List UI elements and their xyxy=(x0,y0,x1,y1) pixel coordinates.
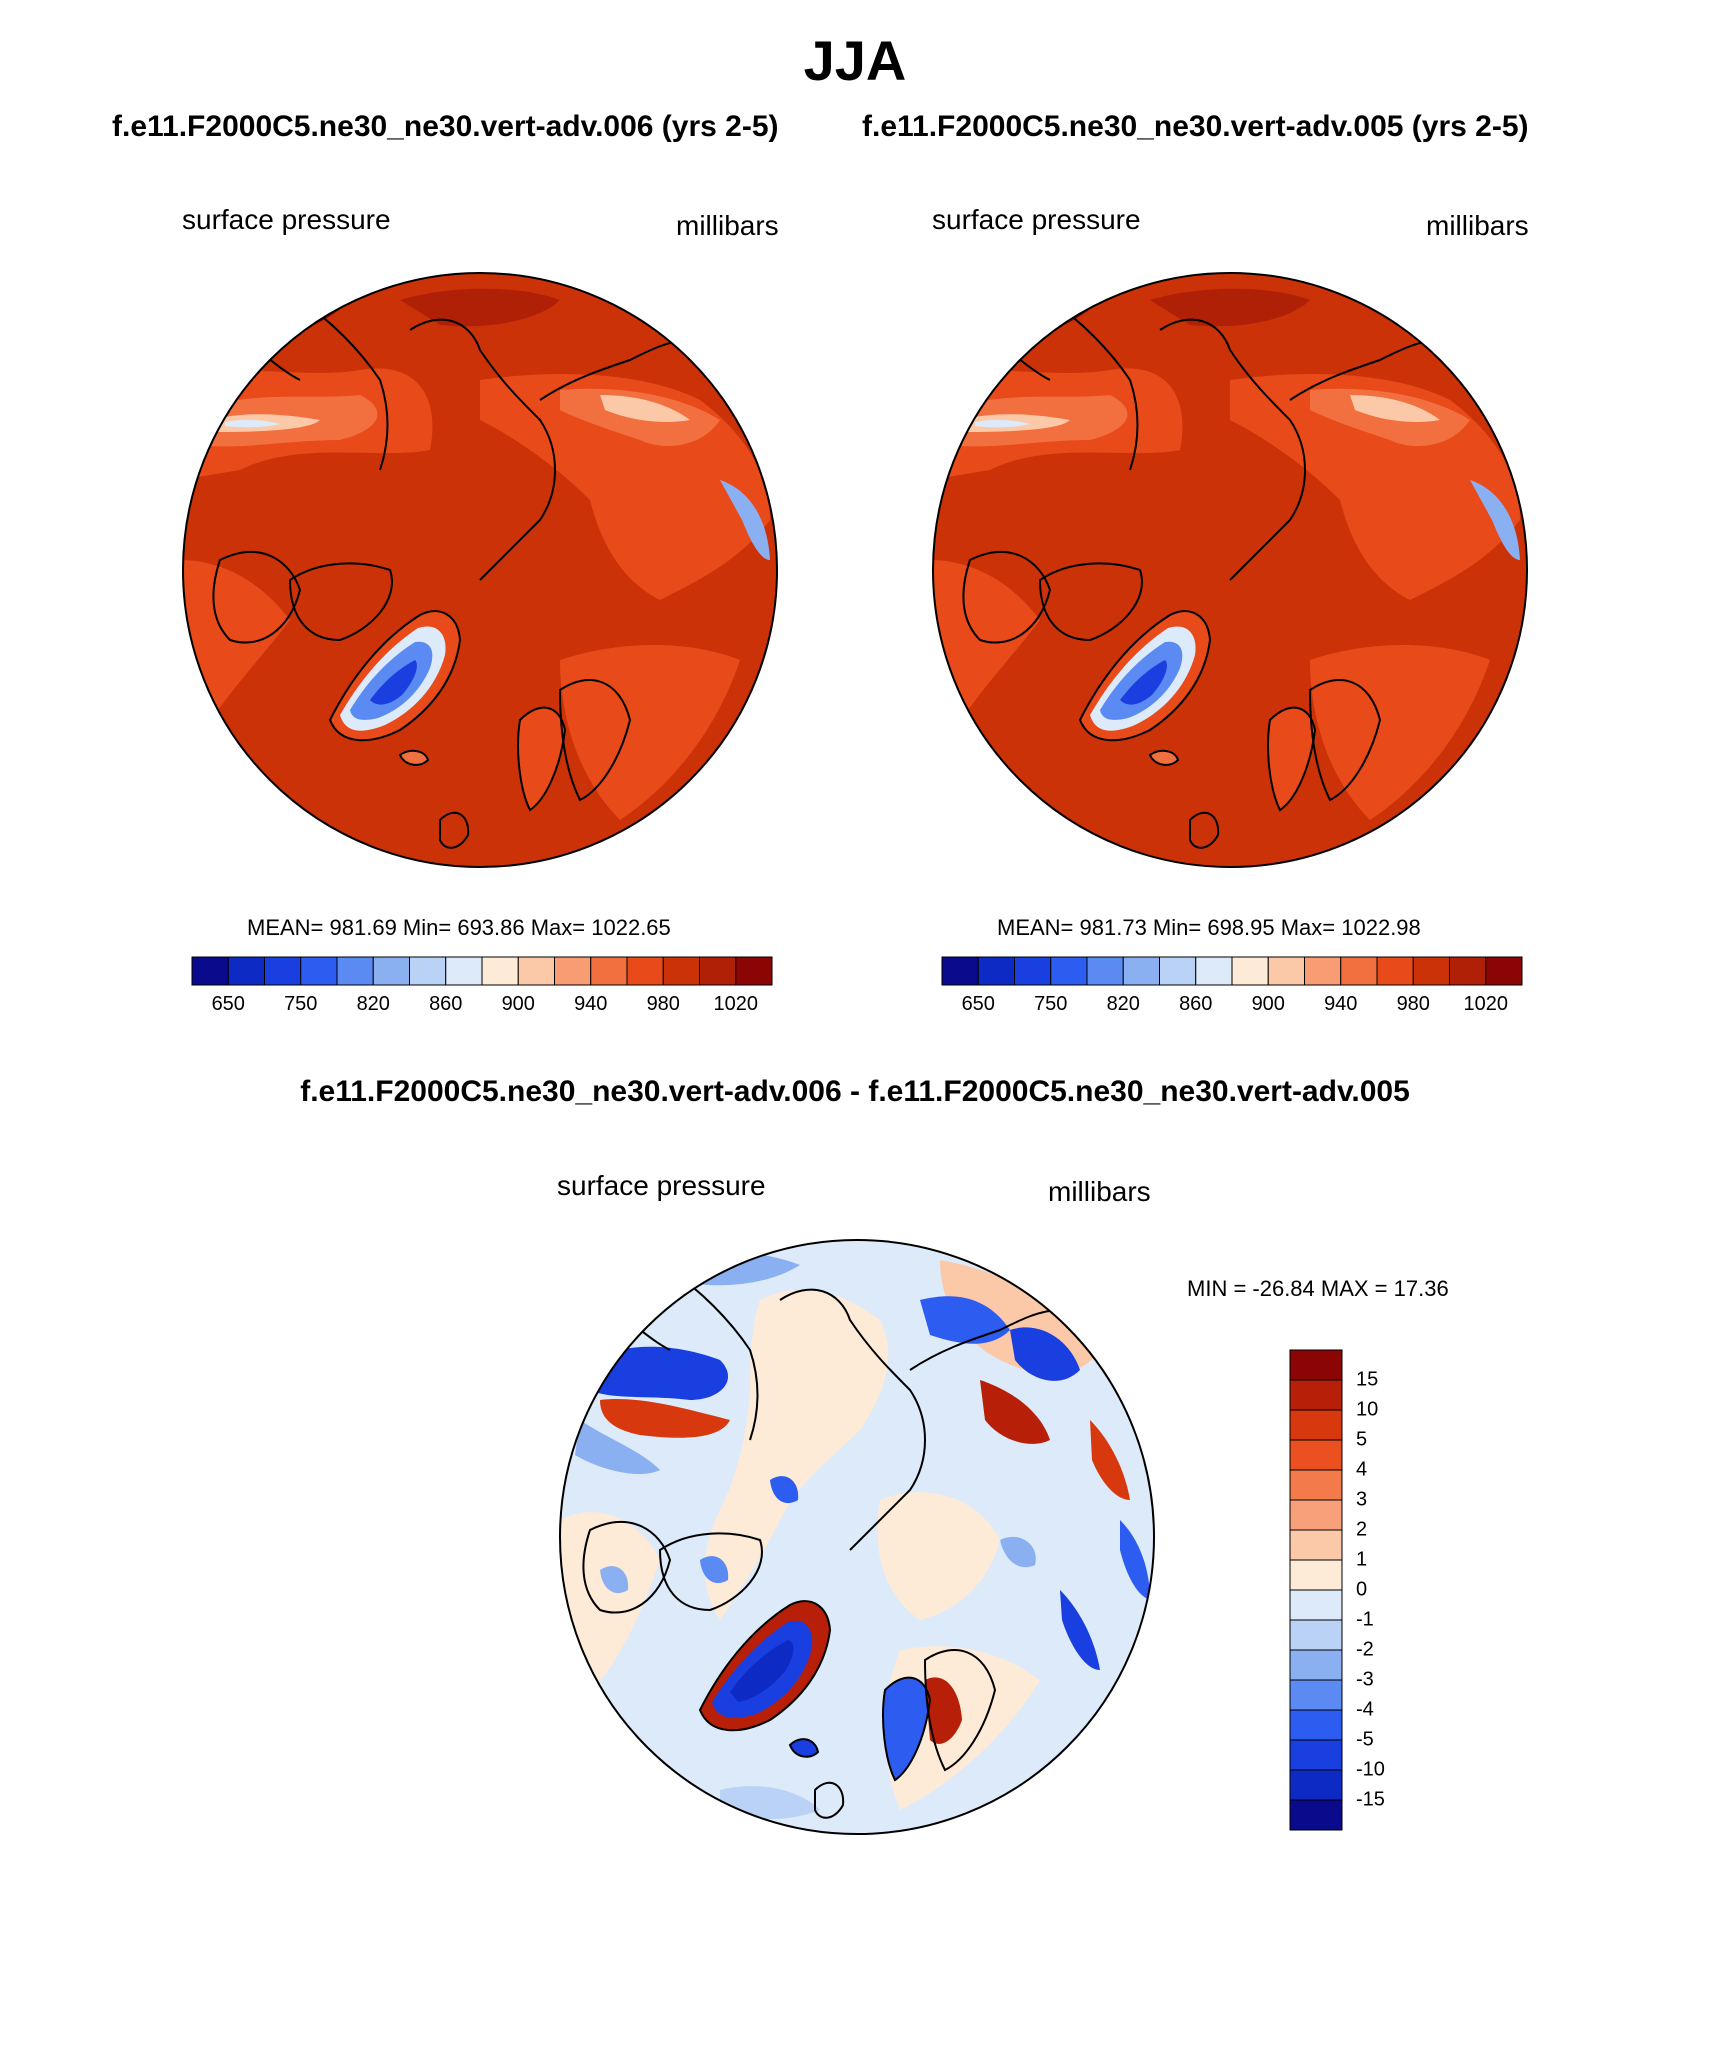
diff-colorbar-tick-label: -5 xyxy=(1356,1728,1374,1751)
right-colorbar-tick-label: 1020 xyxy=(1463,993,1509,1015)
right-colorbar-swatch-14 xyxy=(1449,956,1487,986)
diff-colorbar-swatch-11 xyxy=(1289,1679,1343,1711)
right-panel-units-label: millibars xyxy=(1426,210,1529,241)
diff-colorbar-swatch-10 xyxy=(1289,1649,1343,1681)
diff-colorbar-tick-label: -10 xyxy=(1356,1758,1385,1781)
diff-colorbar-swatch-5 xyxy=(1289,1499,1343,1531)
right-colorbar-swatch-4 xyxy=(1086,956,1124,986)
right-colorbar-tick-label: 820 xyxy=(1106,993,1140,1015)
right-colorbar-swatch-3 xyxy=(1050,956,1088,986)
right-colorbar-swatch-0 xyxy=(941,956,979,986)
diff-colorbar-tick-label: -3 xyxy=(1356,1668,1374,1691)
diff-colorbar-swatch-7 xyxy=(1289,1559,1343,1591)
right-panel-stats: MEAN= 981.73 Min= 698.95 Max= 1022.98 xyxy=(997,915,1421,940)
right-colorbar-swatch-8 xyxy=(1231,956,1269,986)
diff-colorbar-swatch-13 xyxy=(1289,1739,1343,1771)
right-colorbar-tick-label: 860 xyxy=(1179,993,1213,1015)
right-panel-title: f.e11.F2000C5.ne30_ne30.vert-adv.005 (yr… xyxy=(862,110,1529,143)
left-colorbar-swatch-4 xyxy=(336,956,374,986)
diff-colorbar-swatch-0 xyxy=(1289,1349,1343,1381)
right-colorbar-swatch-10 xyxy=(1304,956,1342,986)
diff-panel-stats: MIN = -26.84 MAX = 17.36 xyxy=(1187,1276,1449,1301)
diff-colorbar-swatch-2 xyxy=(1289,1409,1343,1441)
left-colorbar-swatch-1 xyxy=(227,956,265,986)
right-colorbar-swatch-12 xyxy=(1376,956,1414,986)
left-colorbar-swatch-15 xyxy=(735,956,773,986)
right-colorbar-tick-label: 650 xyxy=(961,993,995,1015)
right-colorbar-tick-label: 940 xyxy=(1324,993,1358,1015)
diff-colorbar-swatch-1 xyxy=(1289,1379,1343,1411)
left-colorbar-swatch-10 xyxy=(554,956,592,986)
left-panel-title: f.e11.F2000C5.ne30_ne30.vert-adv.006 (yr… xyxy=(112,110,779,143)
diff-colorbar-swatch-8 xyxy=(1289,1589,1343,1621)
left-colorbar-tick-label: 750 xyxy=(284,993,318,1015)
diff-colorbar-swatch-3 xyxy=(1289,1439,1343,1471)
right-colorbar-tick-label: 900 xyxy=(1251,993,1285,1015)
right-colorbar-swatch-15 xyxy=(1485,956,1523,986)
diff-colorbar-tick-label: -15 xyxy=(1356,1788,1385,1811)
left-colorbar-tick-label: 860 xyxy=(429,993,463,1015)
diff-colorbar-tick-label: 4 xyxy=(1356,1458,1368,1481)
diff-colorbar-tick-label: -4 xyxy=(1356,1698,1374,1721)
right-colorbar-tick-label: 980 xyxy=(1396,993,1430,1015)
left-colorbar-tick-label: 940 xyxy=(574,993,608,1015)
right-colorbar-swatch-2 xyxy=(1014,956,1052,986)
right-colorbar-swatch-9 xyxy=(1267,956,1305,986)
left-colorbar-swatch-14 xyxy=(699,956,737,986)
diff-colorbar-swatch-15 xyxy=(1289,1799,1343,1831)
diff-colorbar-tick-label: 1 xyxy=(1356,1548,1368,1571)
right-colorbar-swatch-5 xyxy=(1122,956,1160,986)
left-panel-stats: MEAN= 981.69 Min= 693.86 Max= 1022.65 xyxy=(247,915,671,940)
left-colorbar-swatch-6 xyxy=(409,956,447,986)
left-colorbar-tick-label: 1020 xyxy=(713,993,759,1015)
right-panel-variable-label: surface pressure xyxy=(932,204,1141,235)
left-colorbar-tick-label: 980 xyxy=(646,993,680,1015)
diff-colorbar-tick-label: 10 xyxy=(1356,1398,1379,1421)
diff-colorbar-swatch-4 xyxy=(1289,1469,1343,1501)
diff-colorbar-swatch-14 xyxy=(1289,1769,1343,1801)
diff-colorbar-swatch-12 xyxy=(1289,1709,1343,1741)
left-colorbar-tick-label: 900 xyxy=(501,993,535,1015)
right-colorbar-swatch-7 xyxy=(1195,956,1233,986)
difference-title: f.e11.F2000C5.ne30_ne30.vert-adv.006 - f… xyxy=(300,1075,1410,1108)
diff-colorbar-tick-label: 15 xyxy=(1356,1368,1379,1391)
left-colorbar-swatch-12 xyxy=(626,956,664,986)
right-colorbar-swatch-11 xyxy=(1340,956,1378,986)
diff-colorbar-swatch-9 xyxy=(1289,1619,1343,1651)
left-colorbar-swatch-0 xyxy=(191,956,229,986)
right-colorbar-tick-label: 750 xyxy=(1034,993,1068,1015)
left-colorbar-swatch-8 xyxy=(481,956,519,986)
left-colorbar-tick-label: 820 xyxy=(356,993,390,1015)
diff-colorbar-swatch-6 xyxy=(1289,1529,1343,1561)
diff-colorbar-tick-label: 5 xyxy=(1356,1428,1368,1451)
left-panel-variable-label: surface pressure xyxy=(182,204,391,235)
left-panel-units-label: millibars xyxy=(676,210,779,241)
diff-colorbar-tick-label: -1 xyxy=(1356,1608,1374,1631)
right-colorbar-swatch-13 xyxy=(1412,956,1450,986)
diff-panel-units-label: millibars xyxy=(1048,1176,1151,1207)
left-colorbar-swatch-5 xyxy=(372,956,410,986)
diff-colorbar-tick-label: -2 xyxy=(1356,1638,1374,1661)
diff-colorbar-tick-label: 2 xyxy=(1356,1518,1368,1541)
diff-colorbar-tick-label: 3 xyxy=(1356,1488,1368,1511)
left-colorbar-tick-label: 650 xyxy=(211,993,245,1015)
diff-colorbar-tick-label: 0 xyxy=(1356,1578,1368,1601)
page-title: JJA xyxy=(803,29,907,92)
diff-panel-variable-label: surface pressure xyxy=(557,1170,766,1201)
